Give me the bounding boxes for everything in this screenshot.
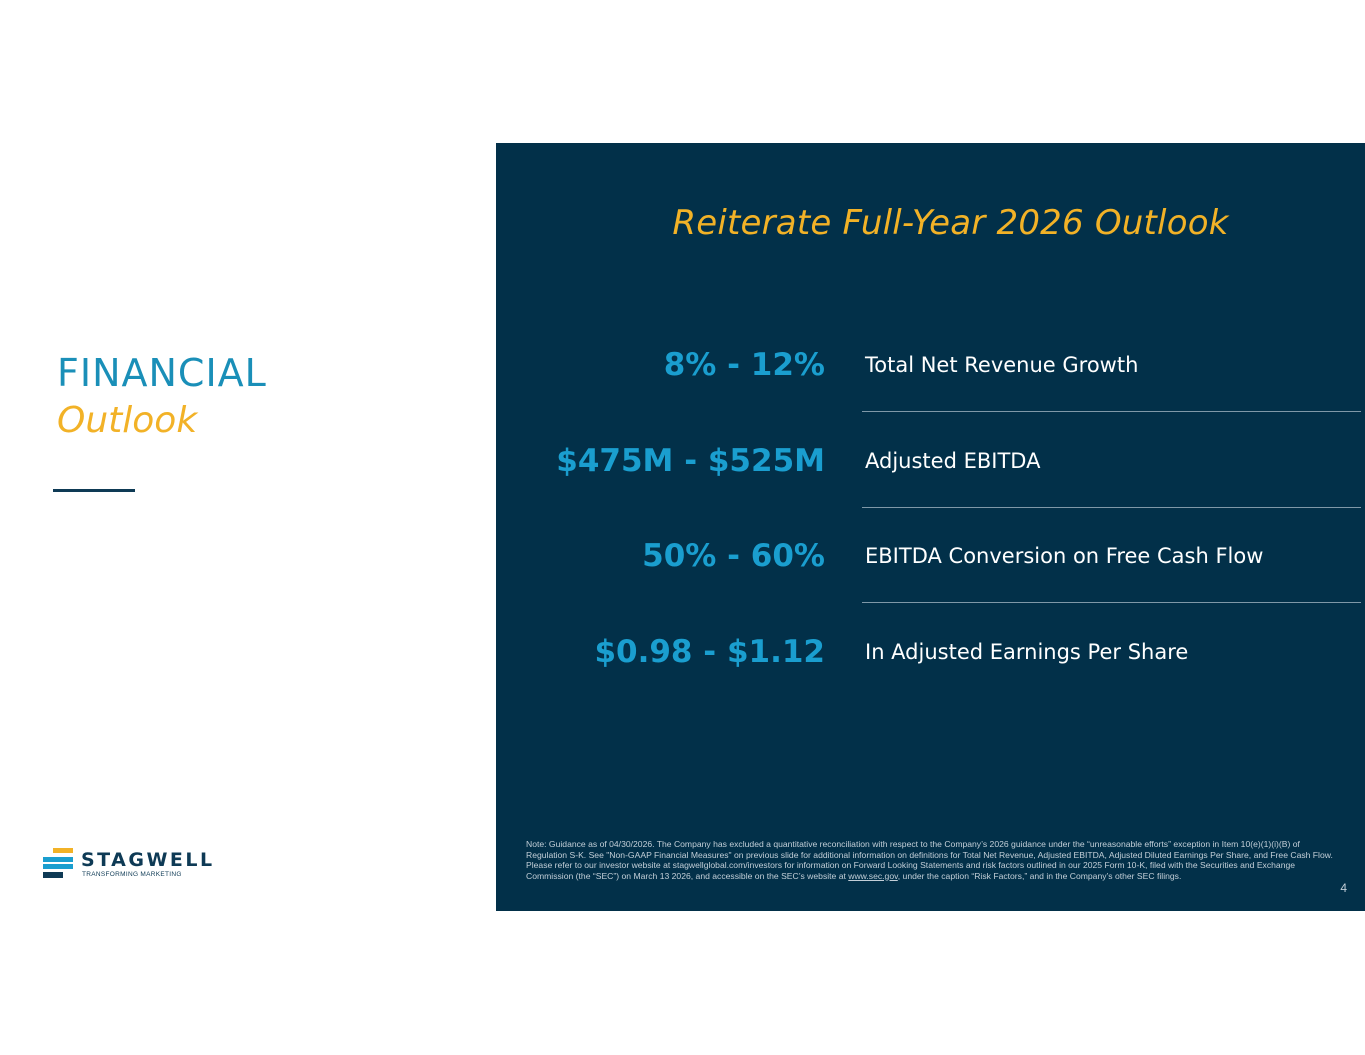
metric-label: Adjusted EBITDA	[865, 449, 1041, 473]
metric-label: Total Net Revenue Growth	[865, 353, 1139, 377]
metric-value: 50% - 60%	[642, 538, 825, 574]
heading-secondary: Outlook	[57, 400, 198, 441]
metric-row-adjusted-ebitda: $475M - $525M Adjusted EBITDA	[496, 437, 1365, 532]
page-number: 4	[1340, 881, 1347, 895]
metric-label: EBITDA Conversion on Free Cash Flow	[865, 544, 1264, 568]
metric-value: $0.98 - $1.12	[594, 634, 825, 670]
logo-wordmark: STAGWELL	[81, 849, 215, 871]
footnote-text-end: , under the caption “Risk Factors,” and …	[897, 870, 1182, 881]
metric-label: In Adjusted Earnings Per Share	[865, 640, 1189, 664]
metric-value: 8% - 12%	[663, 347, 825, 383]
footnote-text: Note: Guidance as of 04/30/2026. The Com…	[526, 839, 1333, 881]
metric-row-ebitda-conversion: 50% - 60% EBITDA Conversion on Free Cash…	[496, 532, 1365, 627]
footnote: Note: Guidance as of 04/30/2026. The Com…	[526, 839, 1338, 881]
sec-website-link[interactable]: www.sec.gov	[848, 870, 898, 881]
logo-tagline: TRANSFORMING MARKETING	[82, 871, 182, 878]
stagwell-logo: STAGWELL TRANSFORMING MARKETING	[41, 847, 212, 881]
heading-primary: FINANCIAL	[57, 351, 267, 395]
outlook-panel: Reiterate Full-Year 2026 Outlook 8% - 12…	[496, 143, 1365, 911]
stagwell-logo-icon	[43, 848, 73, 878]
metric-row-adjusted-eps: $0.98 - $1.12 In Adjusted Earnings Per S…	[496, 628, 1365, 723]
metric-divider	[862, 507, 1361, 508]
metric-row-revenue-growth: 8% - 12% Total Net Revenue Growth	[496, 341, 1365, 436]
metric-divider	[862, 411, 1361, 412]
metric-value: $475M - $525M	[556, 443, 825, 479]
section-heading: FINANCIAL Outlook	[57, 350, 267, 444]
heading-underline	[53, 489, 135, 492]
metric-divider	[862, 602, 1361, 603]
panel-title: Reiterate Full-Year 2026 Outlook	[672, 203, 1229, 243]
